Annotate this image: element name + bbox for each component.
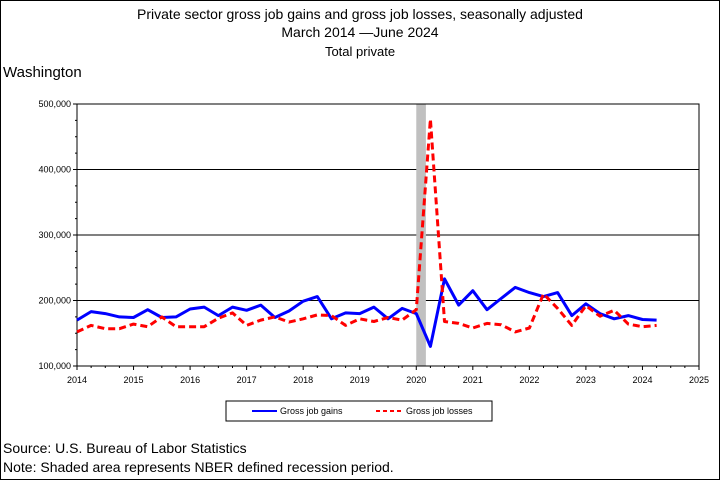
x-tick-label: 2016 [180,375,200,385]
legend-box [225,400,493,422]
x-tick-label: 2015 [124,375,144,385]
y-tick-label: 400,000 [38,165,71,175]
y-tick-label: 300,000 [38,230,71,240]
x-tick-label: 2022 [519,375,539,385]
x-tick-label: 2024 [632,375,652,385]
series-layer [76,117,657,348]
state-label: Washington [3,64,82,81]
y-tick-label: 500,000 [38,99,71,109]
x-tick-label: 2023 [576,375,596,385]
x-tick-label: 2025 [689,375,709,385]
y-tick-label: 100,000 [38,361,71,371]
axis-ticks: 100,000 200,000 300,000 400,000 500,000 2014 2… [38,99,709,385]
chart-subtitle-date-range: March 2014 —June 2024 [0,23,720,41]
legend: Gross job gains Gross job losses [225,400,493,422]
x-tick-label: 2014 [67,375,87,385]
x-tick-label: 2020 [406,375,426,385]
subtitle-end: June 2024 [373,24,439,40]
gridlines [77,103,699,367]
source-note: Source: U.S. Bureau of Labor Statistics [3,440,247,456]
x-tick-label: 2019 [350,375,370,385]
series-line-gross-job-losses [76,117,657,334]
chart-title: Private sector gross job gains and gross… [137,6,583,22]
chart-subtitle-category: Total private [324,44,396,59]
series-line-gross-job-gains [76,277,657,348]
x-tick-label: 2018 [293,375,313,385]
recession-note: Note: Shaded area represents NBER define… [3,459,394,475]
legend-dash-glyph: — [359,24,374,40]
x-tick-label: 2021 [463,375,483,385]
x-tick-label: 2017 [237,375,257,385]
legend-label: Gross job gains [280,406,343,416]
subtitle-start: March 2014 [281,24,356,40]
y-tick-label: 200,000 [38,296,71,306]
legend-label: Gross job losses [406,406,473,416]
